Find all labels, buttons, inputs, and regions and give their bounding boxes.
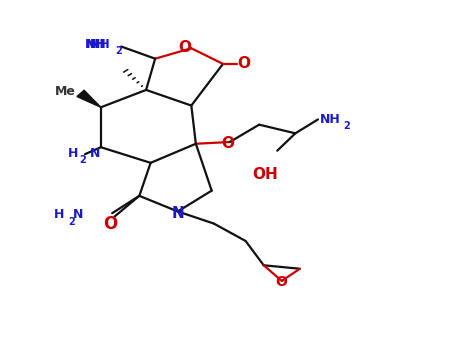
- Text: 2: 2: [68, 217, 75, 227]
- Text: NH: NH: [85, 38, 106, 51]
- Text: OH: OH: [253, 168, 278, 182]
- Polygon shape: [77, 90, 101, 107]
- Text: NH: NH: [320, 113, 341, 126]
- Text: 2: 2: [343, 121, 349, 131]
- Text: H: H: [53, 209, 64, 222]
- Text: O: O: [178, 40, 191, 55]
- Text: N: N: [73, 209, 83, 222]
- Text: 2: 2: [116, 46, 122, 56]
- Text: Me: Me: [55, 85, 76, 98]
- Text: O: O: [221, 136, 234, 151]
- Text: O: O: [237, 56, 250, 71]
- Text: O: O: [275, 275, 287, 289]
- Text: NH: NH: [90, 38, 110, 51]
- Text: 2: 2: [80, 155, 86, 165]
- Text: N: N: [90, 147, 100, 160]
- Text: O: O: [103, 215, 117, 233]
- Text: NH: NH: [86, 38, 107, 51]
- Text: N: N: [172, 206, 184, 222]
- Text: H: H: [68, 147, 78, 160]
